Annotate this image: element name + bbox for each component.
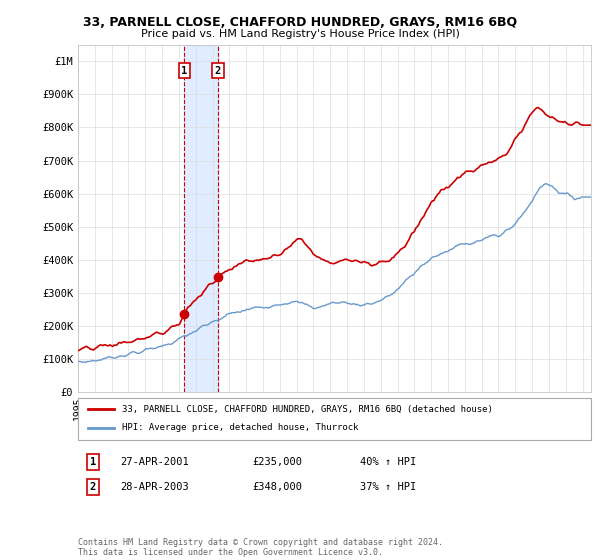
Text: 2: 2 xyxy=(90,482,96,492)
Text: 33, PARNELL CLOSE, CHAFFORD HUNDRED, GRAYS, RM16 6BQ: 33, PARNELL CLOSE, CHAFFORD HUNDRED, GRA… xyxy=(83,16,517,29)
Text: 28-APR-2003: 28-APR-2003 xyxy=(120,482,189,492)
FancyBboxPatch shape xyxy=(78,398,591,440)
Text: 2: 2 xyxy=(215,66,221,76)
Text: Contains HM Land Registry data © Crown copyright and database right 2024.
This d: Contains HM Land Registry data © Crown c… xyxy=(78,538,443,557)
Text: £235,000: £235,000 xyxy=(252,457,302,467)
Bar xyxy=(184,45,218,392)
Text: 1: 1 xyxy=(181,66,187,76)
Text: Price paid vs. HM Land Registry's House Price Index (HPI): Price paid vs. HM Land Registry's House … xyxy=(140,29,460,39)
Text: 1: 1 xyxy=(90,457,96,467)
Text: 27-APR-2001: 27-APR-2001 xyxy=(120,457,189,467)
Text: 40% ↑ HPI: 40% ↑ HPI xyxy=(360,457,416,467)
Text: 33, PARNELL CLOSE, CHAFFORD HUNDRED, GRAYS, RM16 6BQ (detached house): 33, PARNELL CLOSE, CHAFFORD HUNDRED, GRA… xyxy=(122,405,493,414)
Text: HPI: Average price, detached house, Thurrock: HPI: Average price, detached house, Thur… xyxy=(122,423,358,432)
Text: £348,000: £348,000 xyxy=(252,482,302,492)
Text: 37% ↑ HPI: 37% ↑ HPI xyxy=(360,482,416,492)
